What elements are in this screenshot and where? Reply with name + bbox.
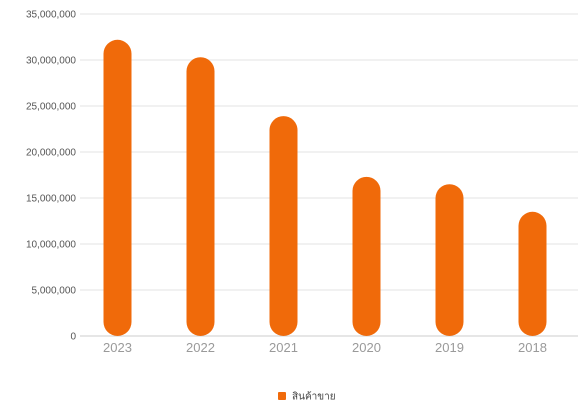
x-tick-label: 2022 xyxy=(186,340,215,355)
y-tick-label: 35,000,000 xyxy=(26,10,76,21)
bar-2022[interactable] xyxy=(186,57,215,337)
legend[interactable]: สินค้าขาย xyxy=(278,391,336,403)
x-axis-ticks: 2023 2022 2021 2020 2019 2018 xyxy=(103,340,547,355)
x-tick-label: 2020 xyxy=(352,340,381,355)
y-tick-label: 0 xyxy=(70,332,76,343)
gridlines xyxy=(80,13,578,337)
bar-2019[interactable] xyxy=(435,184,464,336)
x-tick-label: 2023 xyxy=(103,340,132,355)
x-tick-label: 2019 xyxy=(435,340,464,355)
legend-swatch xyxy=(278,392,286,400)
y-tick-label: 5,000,000 xyxy=(32,286,77,297)
y-tick-label: 30,000,000 xyxy=(26,56,76,67)
bar-2021[interactable] xyxy=(269,116,298,337)
y-axis-ticks: 0 5,000,000 10,000,000 15,000,000 20,000,000… xyxy=(26,10,77,343)
y-tick-label: 25,000,000 xyxy=(26,102,76,113)
x-tick-label: 2018 xyxy=(518,340,547,355)
x-tick-label: 2021 xyxy=(269,340,298,355)
y-tick-label: 10,000,000 xyxy=(26,240,76,251)
y-tick-label: 15,000,000 xyxy=(26,194,76,205)
bar-2023[interactable] xyxy=(103,39,132,336)
bars xyxy=(103,39,547,337)
legend-label: สินค้าขาย xyxy=(292,391,336,403)
bar-2020[interactable] xyxy=(352,176,381,336)
y-tick-label: 20,000,000 xyxy=(26,148,76,159)
bar-2018[interactable] xyxy=(518,211,547,336)
